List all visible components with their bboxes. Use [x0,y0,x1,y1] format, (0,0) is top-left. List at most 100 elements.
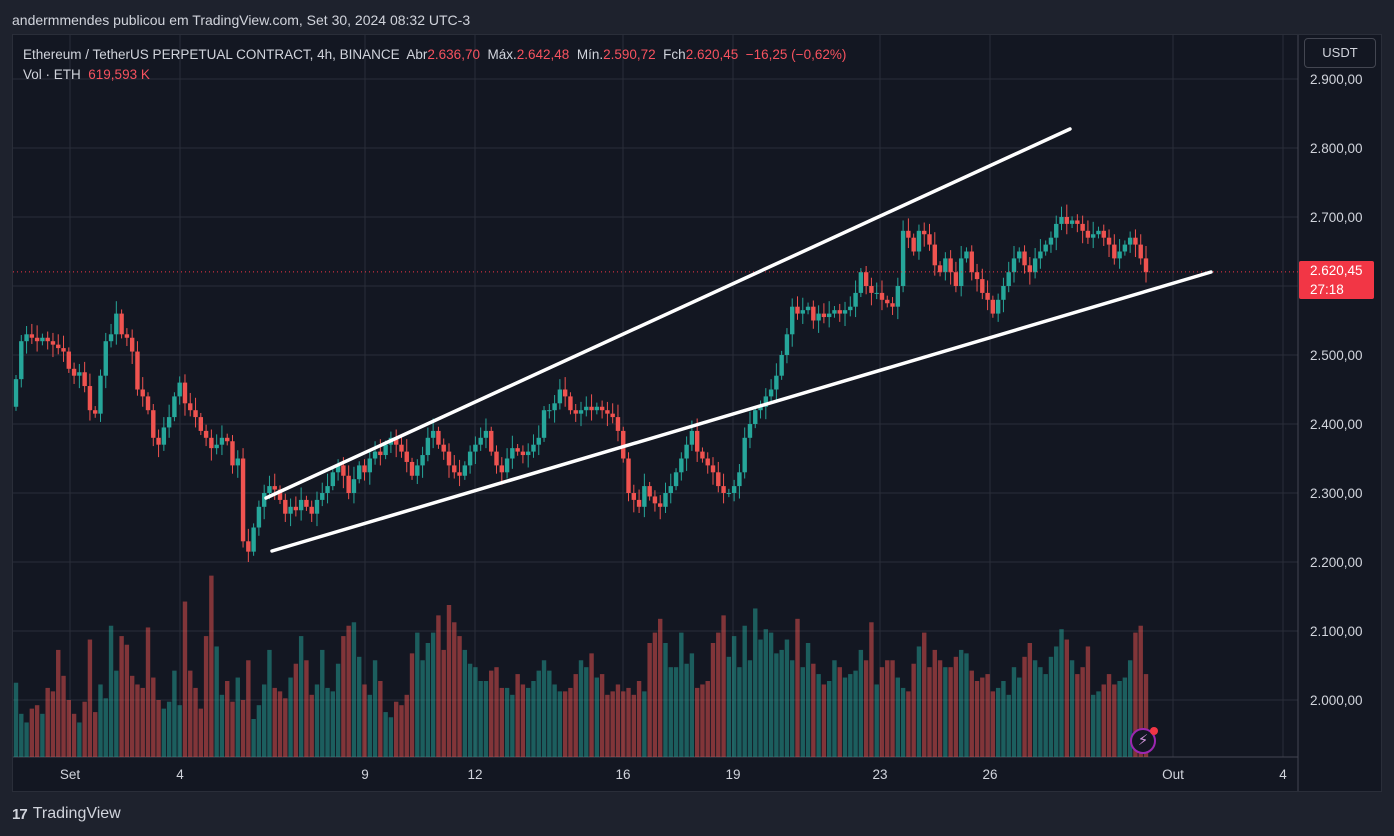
y-tick-label: 2.300,00 [1310,486,1363,501]
candle-body [763,396,769,407]
volume-bar [457,636,462,757]
volume-bar [409,653,415,757]
volume-bar [230,701,235,757]
candle-body [34,337,40,342]
volume-bar [821,684,827,757]
volume-bar [1101,684,1106,757]
candle-body [378,451,383,456]
candle-body [19,341,24,380]
volume-bar [826,681,832,757]
currency-button[interactable]: USDT [1304,38,1376,68]
volume-bar [29,708,35,757]
volume-bar [737,667,742,757]
candle-body [357,465,362,480]
candle-body [768,389,774,397]
volume-bar [631,694,637,757]
y-tick-label: 2.500,00 [1310,348,1363,363]
candle-body [985,292,990,300]
candle-body [82,372,87,387]
candle-body [446,451,452,466]
candle-body [922,230,927,235]
volume-bar [768,632,774,757]
volume-label[interactable]: Vol · ETH [23,67,81,82]
candle-body [980,279,985,293]
candle-body [927,234,932,245]
candle-body [277,489,283,500]
candle-body [225,437,230,442]
candle-body [50,341,56,345]
volume-bar [795,618,800,757]
volume-bar [467,663,473,757]
volume-bar [621,691,626,757]
candle-body [795,306,800,314]
volume-bar [985,674,990,757]
candle-body [140,389,145,397]
chart-frame[interactable] [12,34,1382,792]
candle-body [1001,286,1006,300]
symbol-name[interactable]: Ethereum / TetherUS PERPETUAL CONTRACT, … [23,47,400,62]
volume-bar [642,691,647,757]
lightning-icon[interactable]: ⚡ [1130,727,1158,754]
candle-body [626,458,631,493]
volume-bar [430,632,436,757]
candle-body [1122,244,1128,252]
candle-body [658,503,663,507]
candle-body [832,310,837,314]
volume-bar [1054,646,1059,757]
candle-body [135,351,140,390]
candle-body [726,493,732,494]
volume-bar [932,649,937,757]
candle-body [1054,223,1059,238]
ohlc-row: Ethereum / TetherUS PERPETUAL CONTRACT, … [23,45,846,65]
volume-bar [1096,691,1101,757]
volume-bar [895,677,901,757]
candle-body [636,499,642,507]
candle-body [663,493,668,507]
volume-bar [842,677,848,757]
volume-bar [19,713,24,757]
volume-bar [235,677,240,757]
volume-value: 619,593 K [88,67,150,82]
y-tick-label: 2.900,00 [1310,72,1363,87]
volume-bar [911,663,916,757]
volume-bar [372,660,378,757]
candle-body [510,448,515,459]
volume-bar [124,644,130,757]
volume-bar [890,660,895,757]
x-tick-label: 4 [176,767,184,782]
volume-bar [689,653,695,757]
volume-bar [478,681,483,757]
candle-body [1138,244,1143,259]
candle-body [911,237,916,252]
volume-bar [378,681,383,757]
candle-body [811,306,816,321]
volume-bar [172,670,177,757]
candle-body [430,430,436,438]
brand-name: TradingView [32,805,121,822]
candle-body [647,486,652,497]
candle-body [578,410,584,414]
candle-body [230,441,235,466]
volume-bar [568,687,573,757]
volume-bar [1090,694,1096,757]
tradingview-logo-icon: 17 [12,805,28,823]
candle-body [198,417,204,431]
volume-bar [452,622,457,757]
volume-bar [1138,625,1143,757]
volume-bar [425,643,431,757]
candle-body [1085,230,1091,238]
volume-bar [1001,681,1006,757]
candle-body [932,244,937,266]
candle-body [393,437,399,445]
volume-bar [974,681,980,757]
candle-body [151,410,156,438]
volume-bar [346,625,351,757]
volume-bar [811,663,816,757]
volume-bar [446,605,452,757]
volume-bar [304,660,309,757]
high-label: Máx. [487,47,517,62]
candle-body [679,458,684,473]
candle-body [504,458,510,473]
volume-bar [525,687,531,757]
